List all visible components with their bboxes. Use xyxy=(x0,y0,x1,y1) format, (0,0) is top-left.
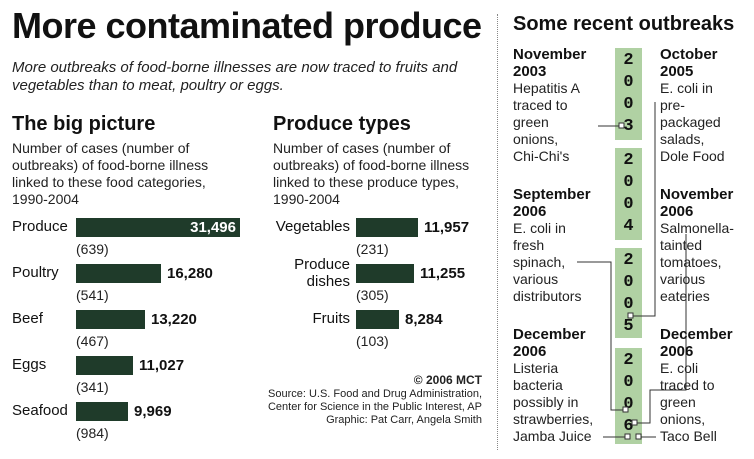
bar xyxy=(76,218,240,237)
bar-category-label: Fruits xyxy=(312,310,351,327)
year-digit: 0 xyxy=(623,195,634,214)
produce-types-description: Number of cases (number of outbreaks) of… xyxy=(273,140,470,207)
year-digit: 2 xyxy=(623,351,634,370)
outbreak-text: Listeria bacteria possibly in strawberri… xyxy=(513,360,594,444)
leader-line-nov-2006 xyxy=(636,234,687,424)
bar-category-label: Vegetables xyxy=(275,218,350,235)
big-picture-title: The big picture xyxy=(12,113,156,135)
bar xyxy=(76,402,128,421)
year-digit: 5 xyxy=(623,317,634,336)
year-digit: 0 xyxy=(623,95,634,114)
year-digit: 2 xyxy=(623,51,634,70)
outbreak-date: November 2006 xyxy=(660,186,734,220)
outbreak-date: December 2006 xyxy=(660,326,733,360)
outbreak-text: Salmonella-tainted tomatoes, various eat… xyxy=(660,220,734,304)
bar-category-label: Poultry xyxy=(12,264,59,281)
section-divider xyxy=(497,14,498,450)
bar-category-label: Eggs xyxy=(12,356,47,373)
bar xyxy=(76,264,161,283)
bar-category-label: Beef xyxy=(12,310,43,327)
bar xyxy=(356,264,414,283)
year-digit: 0 xyxy=(623,273,634,292)
outbreak-right-2: December 2006 E. coli traced to green on… xyxy=(660,326,750,445)
credits: © 2006 MCT Source: U.S. Food and Drug Ad… xyxy=(262,374,482,427)
page-title: More contaminated produce xyxy=(12,5,482,46)
bar-category-label: Produce xyxy=(12,218,68,235)
bar xyxy=(356,310,399,329)
outbreak-date: October 2005 xyxy=(660,46,718,80)
big-picture-description: Number of cases (number of outbreaks) of… xyxy=(12,140,209,207)
year-digit: 4 xyxy=(623,217,634,236)
bar-outbreak-count: (639) xyxy=(76,241,109,257)
bar-value-label: 11,957 xyxy=(424,219,470,236)
year-digit: 0 xyxy=(623,173,634,192)
outbreak-left-2: December 2006 Listeria bacteria possibly… xyxy=(513,326,613,445)
bar-outbreak-count: (103) xyxy=(356,333,389,349)
leader-line-sep-2006 xyxy=(577,261,624,411)
outbreaks-title: Some recent outbreaks xyxy=(513,13,735,35)
year-digit: 3 xyxy=(623,117,634,136)
leader-line-oct-2005 xyxy=(633,102,656,317)
outbreak-text: E. coli in pre-packaged salads, Dole Foo… xyxy=(660,80,725,164)
outbreak-date: December 2006 xyxy=(513,326,586,360)
marker-oct-2005 xyxy=(627,312,634,319)
bar-outbreak-count: (984) xyxy=(76,425,109,441)
page-subtitle: More outbreaks of food-borne illnesses a… xyxy=(12,59,458,94)
bar-outbreak-count: (231) xyxy=(356,241,389,257)
outbreak-left-1: September 2006 E. coli in fresh spinach,… xyxy=(513,186,613,305)
bar-value-label: 9,969 xyxy=(134,403,172,420)
year-digit: 2 xyxy=(623,251,634,270)
bar-value-label: 16,280 xyxy=(167,265,213,282)
bar xyxy=(76,356,133,375)
marker-dec-2006-taco xyxy=(635,433,642,440)
outbreak-right-0: October 2005 E. coli in pre-packaged sal… xyxy=(660,46,750,165)
bar-value-label: 31,496 xyxy=(190,219,236,236)
year-digit: 0 xyxy=(623,73,634,92)
produce-types-title: Produce types xyxy=(273,113,411,135)
bar xyxy=(76,310,145,329)
bar-value-label: 13,220 xyxy=(151,311,197,328)
marker-dec-2006-jamba xyxy=(624,433,631,440)
year-digit: 0 xyxy=(623,295,634,314)
outbreak-right-1: November 2006 Salmonella-tainted tomatoe… xyxy=(660,186,752,305)
bar xyxy=(356,218,418,237)
bar-value-label: 11,255 xyxy=(420,265,466,282)
outbreak-date: September 2006 xyxy=(513,186,591,220)
outbreak-text: E. coli in fresh spinach, various distri… xyxy=(513,220,582,304)
graphic-credit: Graphic: Pat Carr, Angela Smith xyxy=(326,414,482,426)
copyright: © 2006 MCT xyxy=(413,373,482,387)
year-digit: 0 xyxy=(623,395,634,414)
year-digit: 6 xyxy=(623,417,634,436)
bar-value-label: 11,027 xyxy=(139,357,185,374)
bar-category-label: Seafood xyxy=(12,402,68,419)
outbreak-left-0: November 2003 Hepatitis A traced to gree… xyxy=(513,46,613,165)
marker-sep-2006 xyxy=(622,406,629,413)
outbreak-text: Hepatitis A traced to green onions, Chi-… xyxy=(513,80,580,164)
marker-nov-2003 xyxy=(618,122,625,129)
bar-outbreak-count: (467) xyxy=(76,333,109,349)
marker-nov-2006 xyxy=(631,419,638,426)
year-digit: 0 xyxy=(623,373,634,392)
outbreak-date: November 2003 xyxy=(513,46,587,80)
source-note: Source: U.S. Food and Drug Administratio… xyxy=(267,388,482,413)
outbreak-text: E. coli traced to green onions, Taco Bel… xyxy=(660,360,717,444)
bar-outbreak-count: (305) xyxy=(356,287,389,303)
bar-outbreak-count: (341) xyxy=(76,379,109,395)
bar-outbreak-count: (541) xyxy=(76,287,109,303)
year-digit: 2 xyxy=(623,151,634,170)
bar-value-label: 8,284 xyxy=(405,311,443,328)
bar-category-label: Produce dishes xyxy=(294,256,350,290)
